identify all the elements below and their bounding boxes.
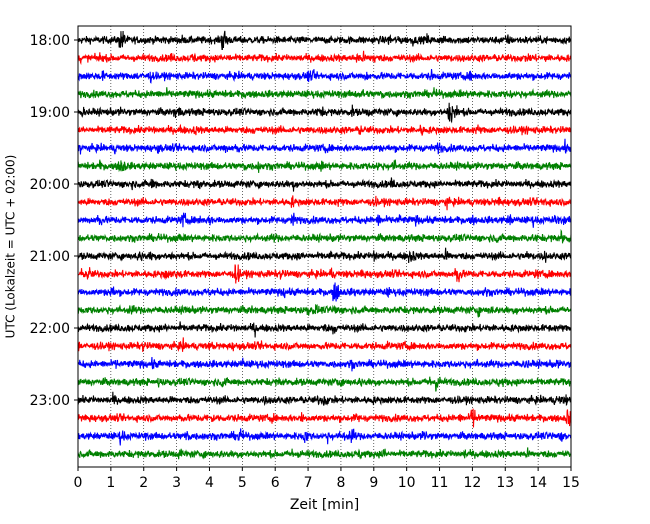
y-tick-label-22:00: 22:00 bbox=[30, 321, 70, 337]
x-tick-label-10: 10 bbox=[398, 475, 416, 491]
y-tick-label-23:00: 23:00 bbox=[30, 393, 70, 409]
trace-20 bbox=[77, 391, 572, 407]
trace-2 bbox=[77, 68, 572, 84]
trace-13 bbox=[77, 264, 572, 284]
plot-frame bbox=[77, 25, 572, 468]
trace-15 bbox=[77, 304, 572, 318]
y-axis-label: UTC (Lokalzeit = UTC + 02:00) bbox=[4, 155, 18, 339]
x-tick-label-15: 15 bbox=[562, 475, 580, 491]
x-axis-label: Zeit [min] bbox=[290, 497, 359, 513]
x-tick-group: 0 1 2 3 4 5 6 7 8 9 10 11 12 13 14 15 bbox=[74, 467, 580, 491]
x-tick-label-9: 9 bbox=[369, 475, 378, 491]
trace-1 bbox=[77, 50, 572, 66]
trace-5 bbox=[77, 123, 572, 136]
trace-18 bbox=[77, 357, 572, 372]
x-tick-label-2: 2 bbox=[139, 475, 148, 491]
x-tick-label-14: 14 bbox=[529, 475, 547, 491]
x-tick-label-5: 5 bbox=[238, 475, 247, 491]
x-tick-label-0: 0 bbox=[74, 475, 83, 491]
trace-0 bbox=[77, 30, 572, 51]
y-tick-label-18:00: 18:00 bbox=[30, 33, 70, 49]
x-tick-label-13: 13 bbox=[496, 475, 514, 491]
trace-6 bbox=[77, 138, 572, 155]
trace-22 bbox=[77, 428, 572, 446]
trace-3 bbox=[77, 87, 572, 100]
trace-group bbox=[77, 30, 572, 460]
trace-23 bbox=[77, 447, 572, 460]
y-tick-label-21:00: 21:00 bbox=[30, 249, 70, 265]
x-tick-label-1: 1 bbox=[106, 475, 115, 491]
x-tick-label-8: 8 bbox=[336, 475, 345, 491]
x-tick-label-6: 6 bbox=[271, 475, 280, 491]
trace-16 bbox=[77, 321, 572, 338]
y-tick-label-20:00: 20:00 bbox=[30, 177, 70, 193]
trace-8 bbox=[77, 177, 572, 192]
trace-14 bbox=[77, 282, 572, 302]
y-tick-group: 18:00 19:00 20:00 21:00 22:00 23:00 bbox=[30, 33, 78, 409]
trace-11 bbox=[77, 228, 572, 244]
trace-17 bbox=[77, 337, 572, 353]
trace-21 bbox=[77, 408, 572, 428]
x-tick-label-4: 4 bbox=[205, 475, 214, 491]
trace-10 bbox=[77, 212, 572, 228]
y-tick-label-19:00: 19:00 bbox=[30, 105, 70, 121]
trace-7 bbox=[77, 159, 572, 173]
trace-19 bbox=[77, 376, 572, 392]
x-tick-label-3: 3 bbox=[172, 475, 181, 491]
x-tick-label-11: 11 bbox=[431, 475, 449, 491]
trace-9 bbox=[77, 195, 572, 211]
x-tick-label-12: 12 bbox=[463, 475, 481, 491]
x-tick-label-7: 7 bbox=[304, 475, 313, 491]
trace-4 bbox=[77, 102, 572, 124]
trace-12 bbox=[77, 247, 572, 263]
